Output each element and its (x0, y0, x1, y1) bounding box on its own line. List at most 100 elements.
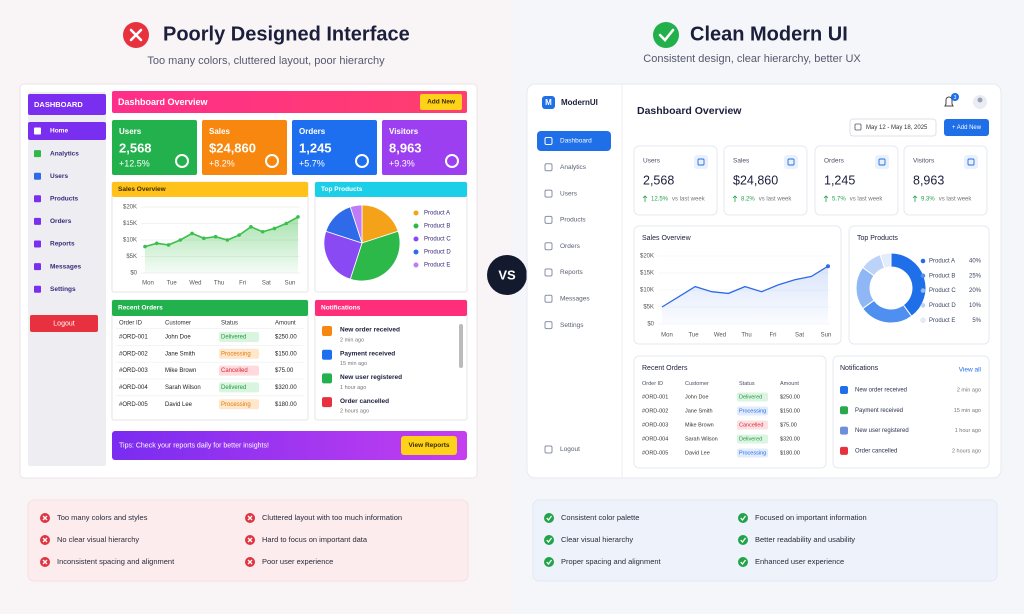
stat-icon (355, 154, 369, 168)
menu-item: Messages (50, 263, 81, 270)
table-cell: #ORD-005 (119, 402, 148, 408)
legend-label: Product E (929, 318, 955, 324)
check-icon (544, 557, 554, 567)
notification-text: Payment received (855, 408, 903, 414)
pro-item: Proper spacing and alignment (561, 557, 662, 566)
check-mark (546, 515, 553, 522)
stat-change: 5.7% (832, 197, 846, 203)
table-cell: #ORD-004 (642, 436, 668, 442)
stat-icon-glyph (787, 158, 795, 166)
legend-value: 40% (969, 259, 982, 265)
y-tick-label: $5K (643, 305, 654, 311)
status-badge (737, 406, 768, 416)
table-cell: Jane Smith (165, 351, 195, 357)
check-icon (738, 513, 748, 523)
stat-note: vs last week (672, 197, 706, 203)
stat-change: +9.3% (389, 158, 415, 168)
stat-label: Visitors (913, 158, 935, 165)
table-cell: Processing (221, 351, 251, 357)
sales-point (213, 234, 218, 239)
avatar-head (977, 97, 983, 103)
sales-line (661, 265, 829, 308)
menu-item: Orders (560, 243, 581, 250)
heading: Poorly Designed Interface (163, 23, 410, 45)
pro-item: Clear visual hierarchy (561, 535, 633, 544)
stat-change: 12.5% (651, 197, 669, 203)
menu-icon (34, 285, 41, 293)
sales-point (202, 236, 206, 241)
pros-box (532, 499, 998, 582)
notifications-header (315, 300, 467, 316)
status-badge (737, 420, 768, 430)
column-header: Amount (780, 381, 799, 387)
notification-text: Order cancelled (855, 448, 897, 454)
stat-icon (694, 155, 708, 169)
notification-text: New order received (340, 327, 400, 334)
column-header: Order ID (642, 381, 663, 387)
table-cell: Delivered (739, 394, 762, 400)
date-picker (849, 118, 937, 137)
table-cell: $75.00 (780, 422, 797, 428)
table-cell: $180.00 (780, 450, 800, 456)
stat-icon (875, 155, 889, 169)
menu-item: Users (50, 173, 68, 180)
table-cell: #ORD-002 (642, 408, 668, 414)
logo-icon (542, 96, 555, 109)
sales-line (144, 216, 299, 248)
notification-text: Payment received (340, 350, 395, 357)
sales-point (284, 221, 289, 226)
table-cell: David Lee (685, 450, 710, 456)
cross-mark (247, 559, 253, 565)
x-tick-label: Tue (167, 281, 178, 287)
table-cell: #ORD-004 (119, 385, 148, 391)
legend-dot (413, 249, 419, 255)
card-title: Notifications (840, 365, 879, 372)
stat-value: 2,568 (643, 173, 674, 187)
error-icon-mark (129, 28, 143, 42)
menu-item: Products (50, 196, 79, 203)
stat-value: 8,963 (389, 140, 422, 155)
stat-label: Visitors (389, 127, 419, 136)
y-tick-label: $20K (123, 205, 137, 211)
cross-mark (42, 515, 48, 521)
table-cell: $250.00 (780, 394, 800, 400)
orders-header (112, 300, 308, 316)
pie-slice (323, 230, 363, 280)
stat-note: vs last week (939, 197, 973, 203)
x-tick-label: Wed (189, 281, 201, 287)
notification-icon (840, 426, 848, 435)
menu-icon (544, 189, 553, 198)
stat-value: 2,568 (119, 140, 152, 155)
logout-label: Logout (53, 320, 74, 327)
stat-change: 8.2% (741, 197, 755, 203)
legend-label: Product D (424, 250, 451, 256)
con-item: Cluttered layout with too much informati… (262, 513, 402, 522)
legend-dot (413, 210, 419, 216)
check-icon-mark (658, 28, 675, 42)
table-cell: $320.00 (275, 385, 297, 391)
card-title: Recent Orders (642, 365, 688, 372)
notification-icon (322, 326, 332, 336)
view-all-link: View all (959, 367, 982, 374)
add-button-label: + Add New (952, 125, 982, 131)
stat-icon-glyph (878, 158, 886, 166)
up-arrow (912, 195, 918, 202)
stat-value: 1,245 (299, 140, 332, 155)
stat-label: Users (119, 127, 142, 136)
pie-slice (349, 204, 363, 244)
legend-value: 10% (969, 303, 982, 309)
logo-title: ModernUI (561, 98, 598, 107)
tip-bar (112, 431, 467, 460)
card-title: Sales Overview (642, 235, 692, 242)
status-badge (737, 434, 768, 444)
add-button (420, 94, 462, 110)
menu-item: Analytics (560, 164, 587, 171)
subheading: Too many colors, cluttered layout, poor … (147, 55, 385, 67)
stat-change: +12.5% (119, 158, 150, 168)
legend-value: 5% (972, 318, 981, 324)
table-cell: John Doe (685, 394, 709, 400)
products-header (315, 182, 467, 197)
pie-slice (361, 204, 399, 244)
y-tick-label: $15K (123, 221, 137, 227)
legend-value: 25% (969, 273, 982, 279)
